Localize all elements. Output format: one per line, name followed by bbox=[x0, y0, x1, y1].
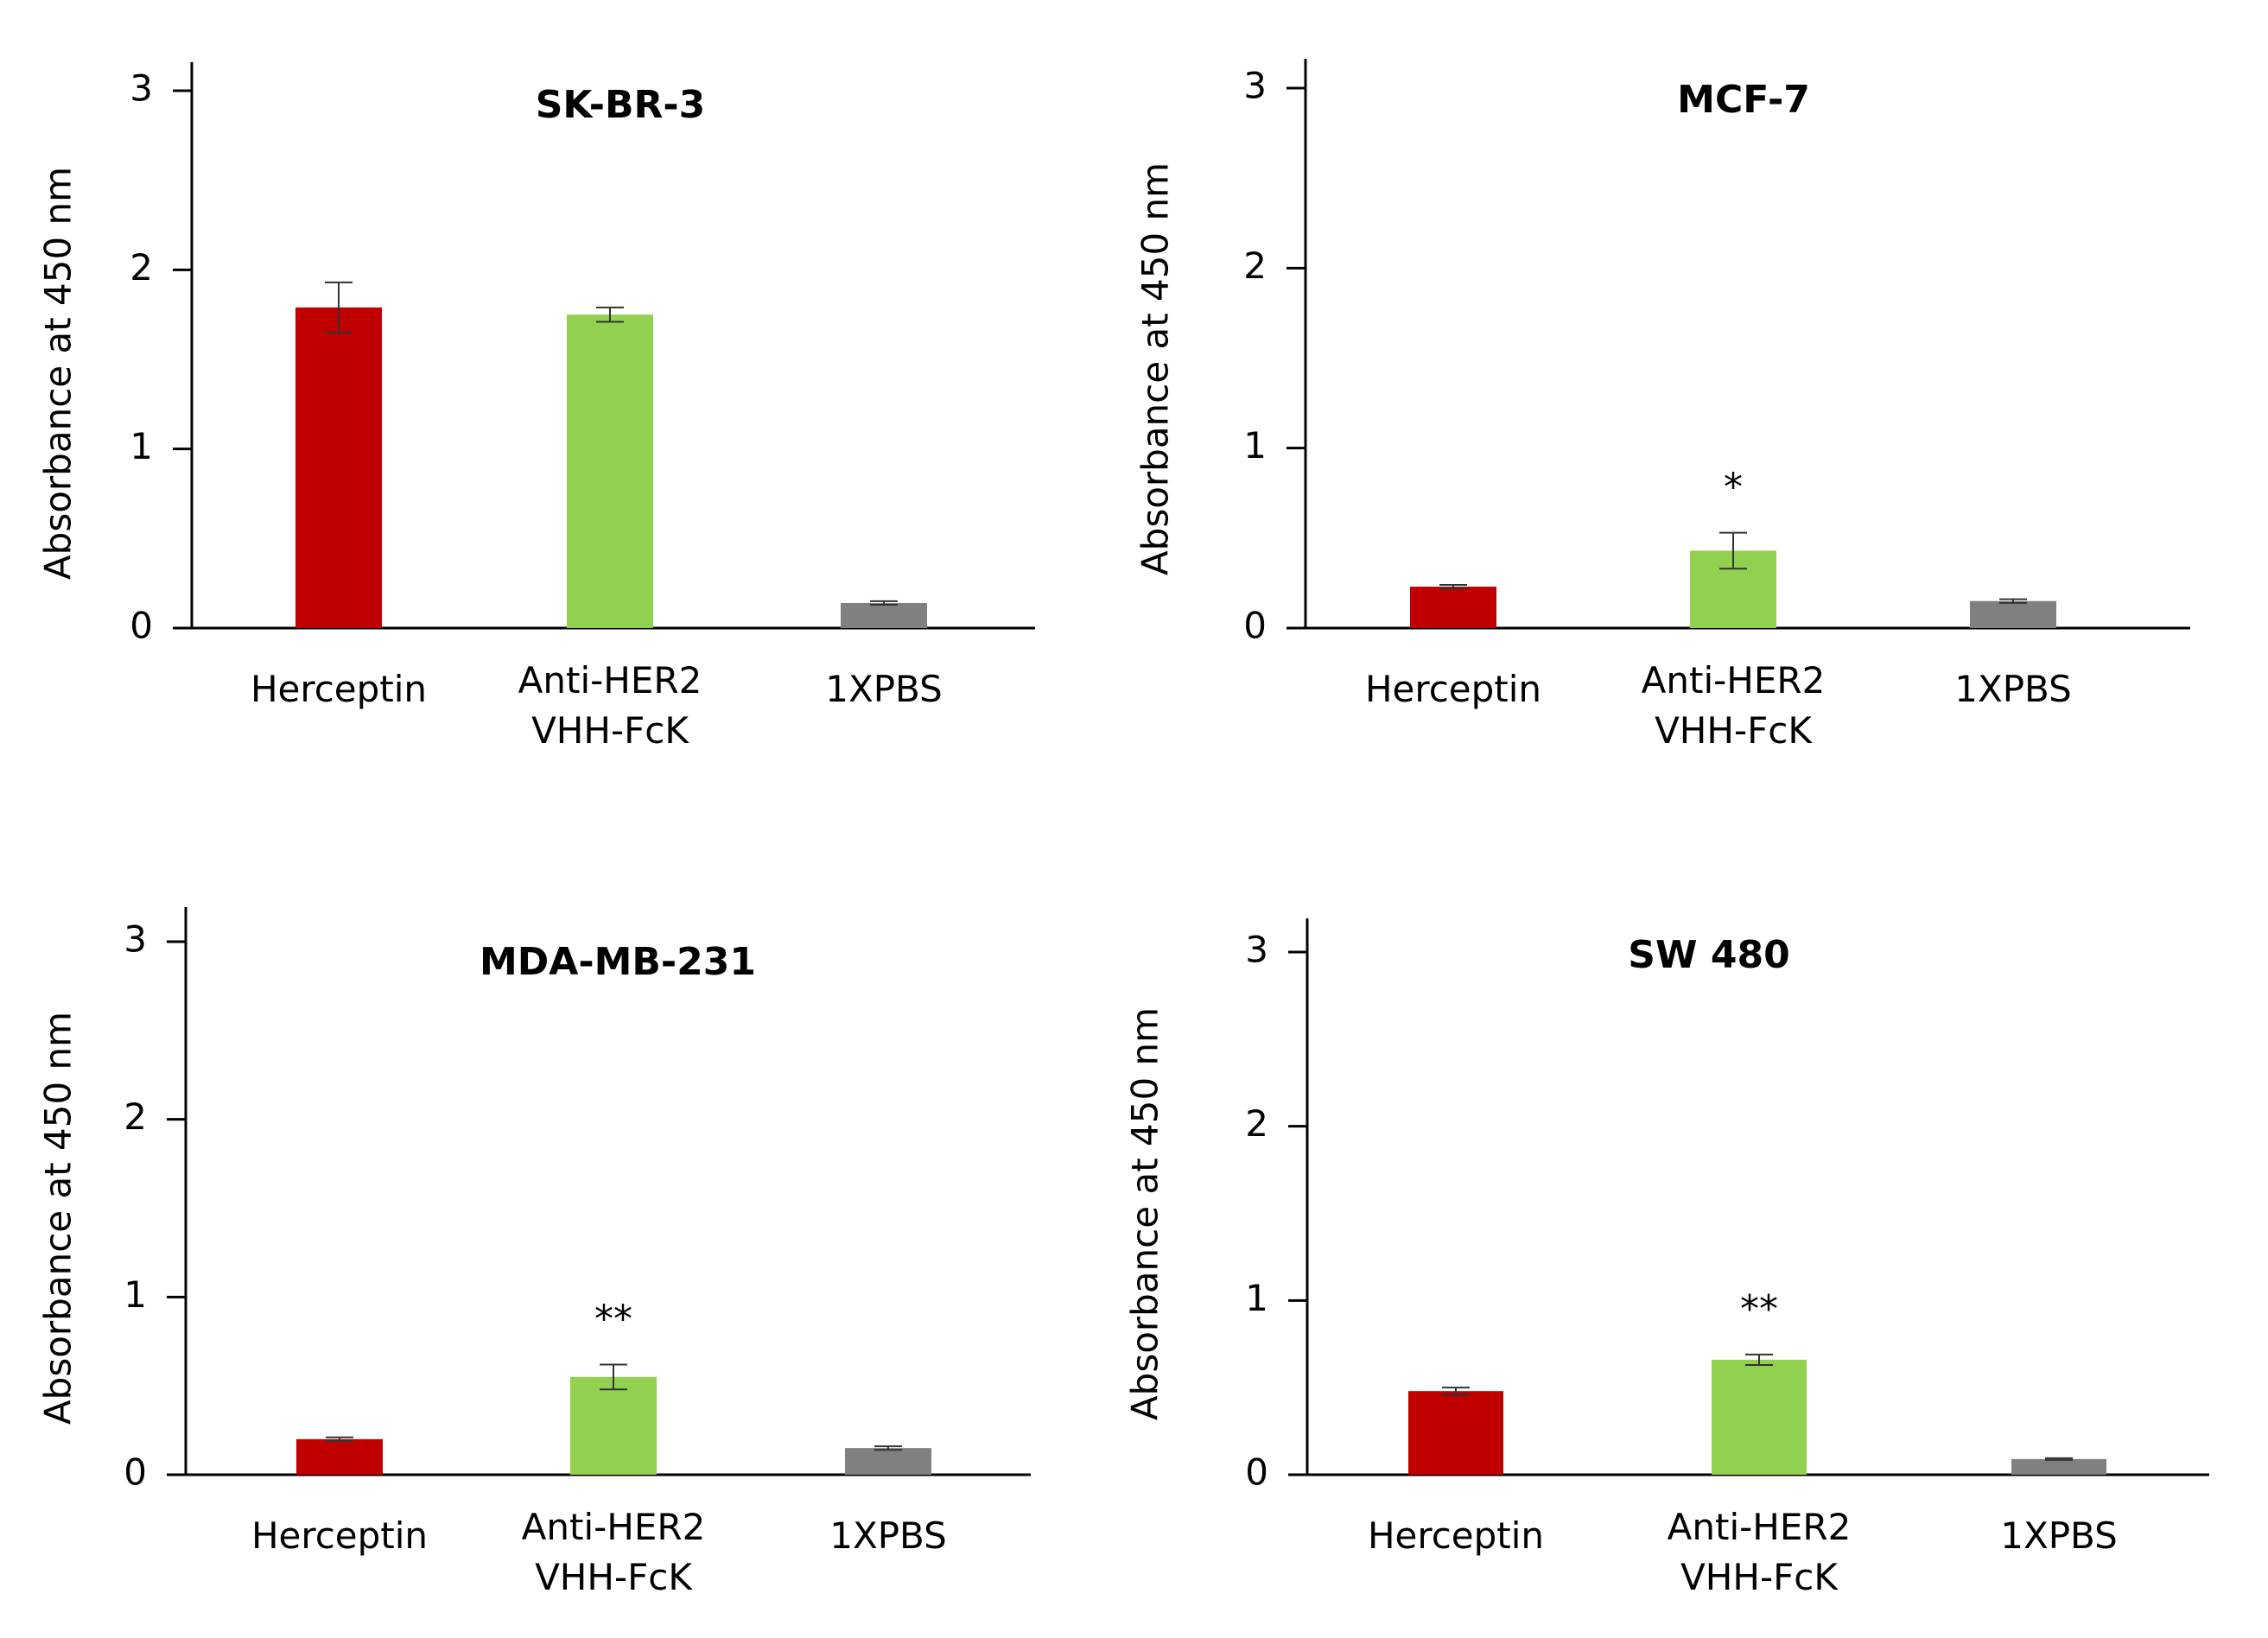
significance-marker-anti-her2: * bbox=[1724, 466, 1743, 510]
bar-herceptin bbox=[1410, 587, 1496, 628]
category-label-anti-her2: Anti-HER2 bbox=[518, 659, 702, 702]
chart-title: MDA-MB-231 bbox=[480, 940, 756, 984]
chart-panel-2: MCF-7 Absorbance at 450 nm 0 1 2 3 Herceptin * A… bbox=[1134, 59, 2190, 752]
bar-pbs bbox=[841, 602, 927, 628]
y-tick-label-0: 0 bbox=[1245, 1451, 1268, 1494]
y-tick-label-3: 3 bbox=[130, 67, 153, 110]
bar-herceptin bbox=[295, 307, 382, 628]
significance-marker-anti-her2: ** bbox=[1740, 1287, 1778, 1331]
significance-marker-anti-her2: ** bbox=[594, 1297, 632, 1341]
y-tick-label-1: 1 bbox=[124, 1273, 147, 1316]
chart-title: SW 480 bbox=[1628, 933, 1789, 977]
category-label-herceptin: Herceptin bbox=[1368, 1514, 1544, 1557]
y-tick-label-2: 2 bbox=[124, 1095, 147, 1138]
y-tick-label-3: 3 bbox=[1243, 65, 1267, 107]
chart-panel-3: MDA-MB-231 Absorbance at 450 nm 0 1 2 3 Hercep… bbox=[37, 907, 1031, 1598]
y-tick-label-0: 0 bbox=[1243, 605, 1267, 647]
bar-anti-her2 bbox=[567, 314, 653, 628]
category-label-herceptin: Herceptin bbox=[251, 668, 427, 710]
category-label-anti-her2: Anti-HER2 bbox=[522, 1506, 706, 1548]
category-label-anti-her2: VHH-FcK bbox=[1680, 1556, 1839, 1598]
bar-herceptin bbox=[296, 1438, 383, 1475]
category-label-pbs: 1XPBS bbox=[1954, 668, 2072, 710]
y-tick-label-2: 2 bbox=[130, 246, 153, 289]
chart-title: MCF-7 bbox=[1677, 78, 1810, 122]
bar-pbs bbox=[2011, 1458, 2106, 1475]
category-label-anti-her2: Anti-HER2 bbox=[1642, 659, 1826, 702]
bar-pbs bbox=[1970, 600, 2056, 628]
chart-panel-1: SK-BR-3 Absorbance at 450 nm 0 1 2 3 Herceptin… bbox=[37, 62, 1035, 752]
category-label-anti-her2: VHH-FcK bbox=[1655, 709, 1813, 752]
category-label-pbs: 1XPBS bbox=[829, 1514, 947, 1557]
category-label-pbs: 1XPBS bbox=[825, 668, 943, 710]
category-label-pbs: 1XPBS bbox=[2000, 1514, 2118, 1557]
bar-anti-her2 bbox=[570, 1376, 657, 1475]
y-tick-label-0: 0 bbox=[130, 605, 153, 647]
y-tick-label-2: 2 bbox=[1243, 244, 1267, 287]
category-label-herceptin: Herceptin bbox=[251, 1514, 428, 1557]
y-tick-label-1: 1 bbox=[1245, 1277, 1268, 1319]
chart-panel-4: SW 480 Absorbance at 450 nm 0 1 2 3 Herceptin *… bbox=[1124, 918, 2209, 1598]
y-tick-label-1: 1 bbox=[1243, 424, 1267, 467]
y-tick-label-1: 1 bbox=[130, 425, 153, 467]
y-axis-label: Absorbance at 450 nm bbox=[37, 1012, 79, 1425]
y-tick-label-0: 0 bbox=[124, 1451, 147, 1494]
y-axis-label: Absorbance at 450 nm bbox=[1124, 1007, 1166, 1420]
bar-herceptin bbox=[1408, 1391, 1503, 1475]
category-label-anti-her2: VHH-FcK bbox=[531, 709, 689, 752]
y-tick-label-2: 2 bbox=[1245, 1102, 1268, 1145]
category-label-herceptin: Herceptin bbox=[1365, 668, 1541, 710]
category-label-anti-her2: VHH-FcK bbox=[535, 1556, 693, 1598]
bar-pbs bbox=[845, 1448, 931, 1475]
category-label-anti-her2: Anti-HER2 bbox=[1668, 1506, 1852, 1548]
y-axis-label: Absorbance at 450 nm bbox=[37, 167, 79, 580]
chart-title: SK-BR-3 bbox=[536, 83, 706, 127]
bar-anti-her2 bbox=[1712, 1359, 1807, 1475]
y-tick-label-3: 3 bbox=[124, 918, 147, 961]
y-axis-label: Absorbance at 450 nm bbox=[1134, 162, 1177, 575]
y-tick-label-3: 3 bbox=[1245, 929, 1268, 971]
